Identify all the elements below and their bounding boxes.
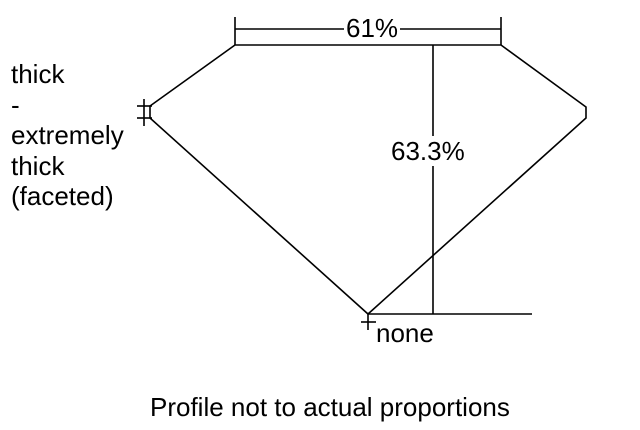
table-percentage-label: 61% [344,13,401,43]
culet-label: none [376,318,434,348]
girdle-label-line: extremely [11,120,124,150]
girdle-label-line: thick [11,150,65,181]
girdle-label-line: (faceted) [11,181,114,211]
depth-percentage-label: 63.3% [391,136,465,166]
girdle-label-line: - [11,89,20,120]
girdle-label: thick - extremely thick (faceted) [11,59,124,212]
gem-outline [149,44,587,316]
caption: Profile not to actual proportions [150,392,510,422]
girdle-label-line: thick [11,59,65,89]
